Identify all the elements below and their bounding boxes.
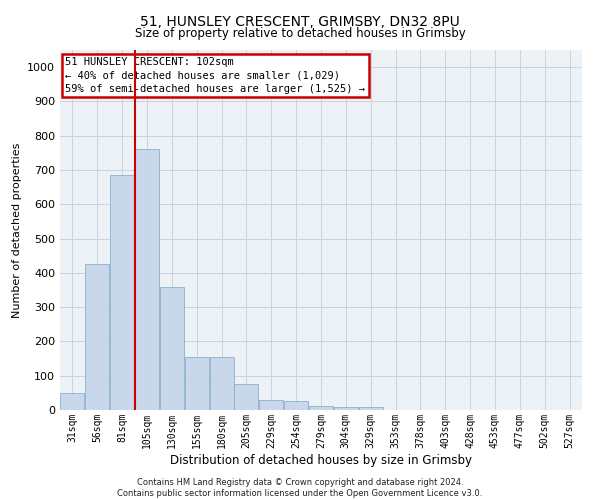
Bar bbox=[160, 288, 184, 410]
Bar bbox=[209, 357, 233, 410]
Bar bbox=[284, 402, 308, 410]
Bar bbox=[185, 357, 209, 410]
Y-axis label: Number of detached properties: Number of detached properties bbox=[11, 142, 22, 318]
Bar bbox=[334, 407, 358, 410]
Bar bbox=[259, 400, 283, 410]
Bar bbox=[135, 150, 159, 410]
X-axis label: Distribution of detached houses by size in Grimsby: Distribution of detached houses by size … bbox=[170, 454, 472, 466]
Bar bbox=[359, 407, 383, 410]
Bar bbox=[61, 393, 85, 410]
Bar bbox=[110, 175, 134, 410]
Bar bbox=[85, 264, 109, 410]
Text: Contains HM Land Registry data © Crown copyright and database right 2024.
Contai: Contains HM Land Registry data © Crown c… bbox=[118, 478, 482, 498]
Text: 51 HUNSLEY CRESCENT: 102sqm
← 40% of detached houses are smaller (1,029)
59% of : 51 HUNSLEY CRESCENT: 102sqm ← 40% of det… bbox=[65, 57, 365, 94]
Text: 51, HUNSLEY CRESCENT, GRIMSBY, DN32 8PU: 51, HUNSLEY CRESCENT, GRIMSBY, DN32 8PU bbox=[140, 15, 460, 29]
Text: Size of property relative to detached houses in Grimsby: Size of property relative to detached ho… bbox=[134, 28, 466, 40]
Bar bbox=[309, 406, 333, 410]
Bar bbox=[235, 384, 259, 410]
